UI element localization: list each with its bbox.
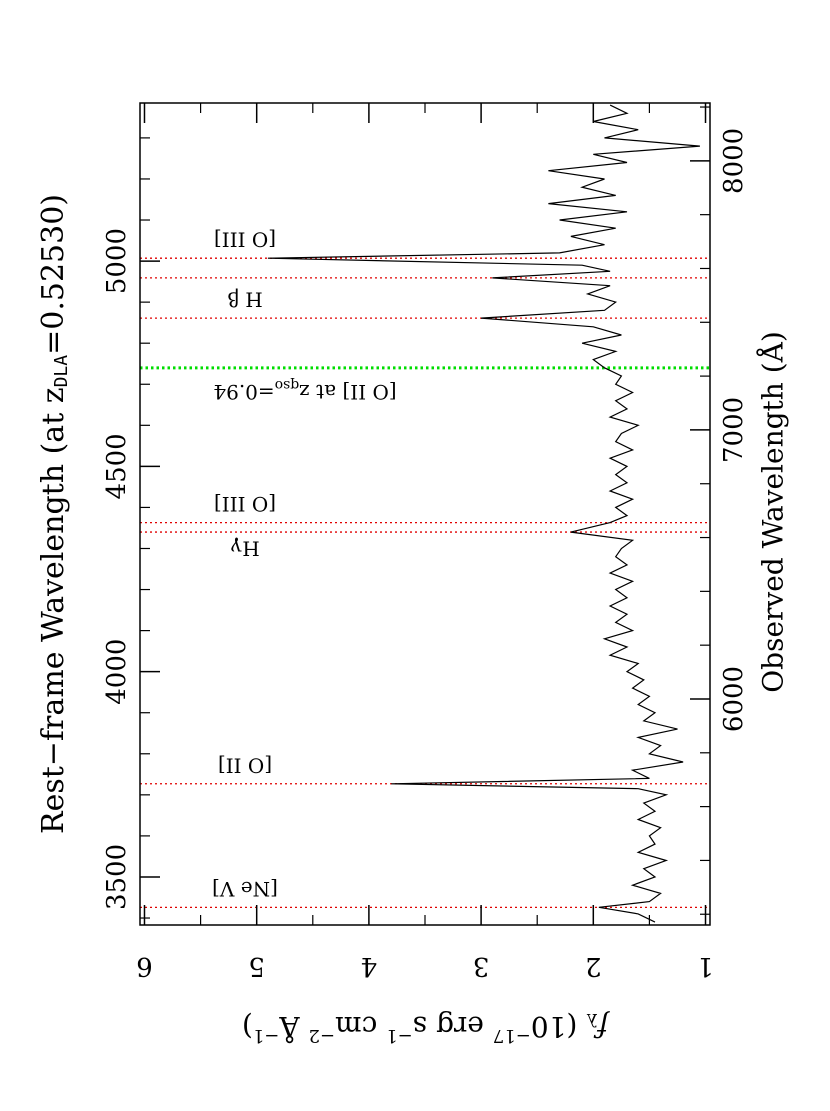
y-axis-label-part: ) [242,1011,253,1044]
qso-label-part: =0.94 [213,380,274,404]
x2-axis-label: Observed Wavelength (Å) [757,331,790,693]
y-axis-label-part: cm [335,1011,386,1044]
x-tick-label: 4000 [102,639,132,705]
y-tick-label: 3 [473,951,490,981]
x-tick-label: 4500 [102,433,132,499]
y-axis-label-part: −17 [493,1025,531,1046]
line-label: [Ne V] [212,877,278,901]
y-axis-label-part: Å [279,1011,309,1044]
y-tick-label: 5 [248,951,265,981]
title-part: =0.52530) [36,194,71,355]
x-tick-label: 5000 [102,228,132,294]
spectrum [267,104,700,923]
y-tick-label: 6 [136,951,153,981]
y-axis-label-part: (10 [531,1011,586,1044]
title: Rest−frame Wavelength (at zDLA=0.52530) [36,194,72,834]
x-tick-label: 3500 [102,844,132,910]
y-axis-label-part: −2 [309,1025,336,1046]
x2-tick-label: 8000 [719,128,749,194]
line-label: [O II] [218,753,272,777]
line-label: [O III] [214,492,276,516]
y-tick-label: 1 [697,951,714,981]
x2-tick-label: 7000 [719,397,749,463]
title-part: DLA [51,355,72,388]
line-label: H β [227,288,262,312]
qso-label-part: [O II] at z [299,380,396,404]
y-axis-label-part: erg s [413,1011,493,1044]
qso-label: [O II] at zqso=0.94 [213,377,396,405]
title-part: Rest−frame Wavelength (at z [36,387,71,834]
y-tick-label: 4 [361,951,378,981]
y-axis-label-part: −1 [253,1025,280,1046]
y-axis-label-part: −1 [386,1025,413,1046]
qso-label-part: qso [275,377,300,393]
x2-tick-label: 6000 [719,666,749,732]
y-axis-label: fλ (10−17 erg s−1 cm−2 Å−1) [242,1009,610,1046]
line-label: Hγ [230,537,259,561]
y-axis-label-part: λ [586,1009,597,1030]
line-label: [O III] [214,228,276,252]
y-tick-label: 2 [585,951,602,981]
